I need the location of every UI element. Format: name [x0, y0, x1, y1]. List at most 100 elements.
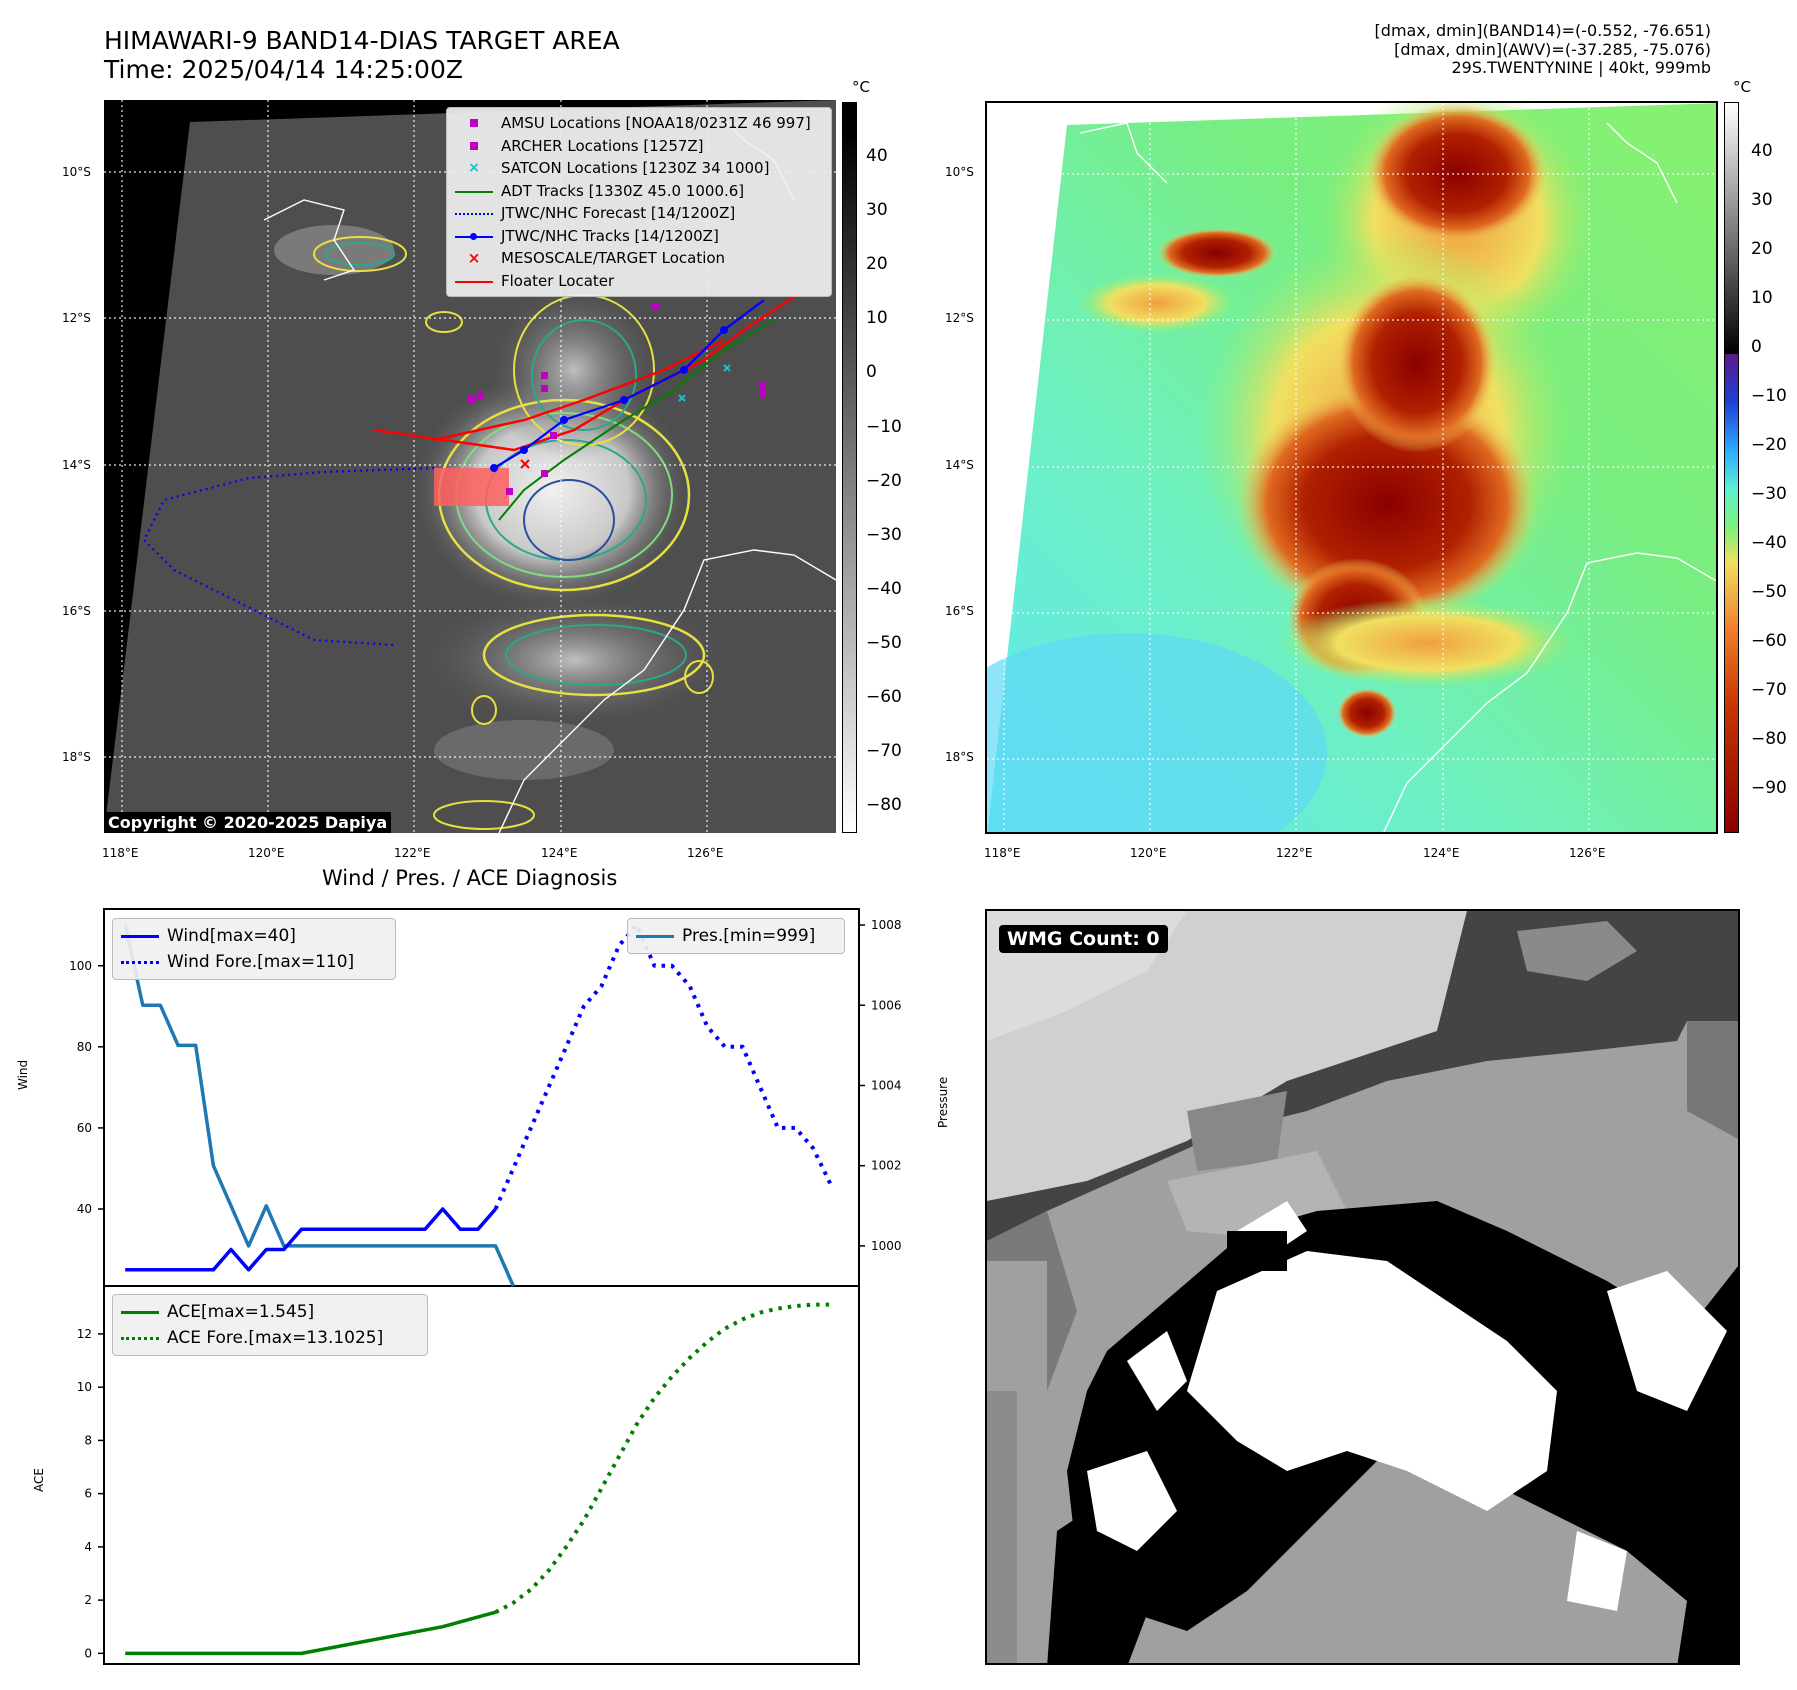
colorbar-tick-label: −20: [866, 470, 902, 491]
colorbar-tick-label: 30: [1751, 190, 1773, 210]
legend-jtwc-forecast: JTWC/NHC Forecast [14/1200Z]: [455, 202, 823, 225]
colorbar-tick-label: 10: [866, 308, 888, 329]
wind-tick-label: 60: [77, 1121, 92, 1135]
awv-map-panel: [985, 101, 1718, 834]
ace-tick-label: 8: [84, 1433, 92, 1447]
blue-dotted-line-icon: [455, 206, 493, 220]
lon-label: 118°E: [102, 846, 139, 860]
storm-info: 29S.TWENTYNINE | 40kt, 999mb: [1451, 58, 1712, 77]
lon-label: 124°E: [541, 846, 578, 860]
pressure-tick-label: 1002: [871, 1159, 902, 1173]
pressure-legend: Pres.[min=999]: [627, 918, 845, 954]
legend-ace: ACE[max=1.545]: [121, 1299, 419, 1325]
lat-label: 14°S: [945, 458, 974, 472]
ace-tick-label: 2: [84, 1593, 92, 1607]
legend-satcon: × SATCON Locations [1230Z 34 1000]: [455, 157, 823, 180]
colorbar-tick-label: 0: [1751, 337, 1762, 357]
awv-map-canvas: [987, 103, 1716, 832]
figure-title: HIMAWARI-9 BAND14-DIAS TARGET AREA Time:…: [104, 26, 620, 84]
colorbar-tick-label: 30: [866, 200, 888, 221]
colorbar-tick-label: 40: [1751, 141, 1773, 161]
legend-amsu: AMSU Locations [NOAA18/0231Z 46 997]: [455, 112, 823, 135]
colorbar-tick-label: −40: [866, 578, 902, 599]
green-dotted-line-icon: [121, 1331, 159, 1345]
ace-tick-label: 10: [77, 1380, 92, 1394]
legend-pressure: Pres.[min=999]: [636, 923, 836, 949]
lat-label: 10°S: [945, 165, 974, 179]
colorbar-tick-label: −70: [866, 741, 902, 762]
legend-wind: Wind[max=40]: [121, 923, 387, 949]
wmg-panel: WMG Count: 0: [985, 909, 1740, 1665]
colorbar-tick-label: 20: [866, 254, 888, 275]
colorbar-tick-label: 0: [866, 362, 877, 383]
colorbar-right: [1724, 102, 1739, 833]
lat-label: 14°S: [62, 458, 91, 472]
colorbar-left-unit: °C: [852, 78, 870, 96]
colorbar-tick-label: −30: [866, 524, 902, 545]
lat-label: 16°S: [62, 604, 91, 618]
colorbar-tick-label: −20: [1751, 435, 1787, 455]
lat-label: 10°S: [62, 165, 91, 179]
legend-archer: ARCHER Locations [1257Z]: [455, 135, 823, 158]
wind-forecast-line: [493, 923, 833, 1210]
wind-tick-label: 40: [77, 1202, 92, 1216]
green-line-icon: [121, 1305, 159, 1319]
ace-legend: ACE[max=1.545] ACE Fore.[max=13.1025]: [112, 1294, 428, 1356]
stats-band14: [dmax, dmin](BAND14)=(-0.552, -76.651): [1374, 21, 1711, 40]
lon-label: 118°E: [984, 846, 1021, 860]
pressure-tick-label: 1000: [871, 1239, 902, 1253]
lon-label: 126°E: [1569, 846, 1606, 860]
cyan-x-icon: ×: [468, 160, 480, 177]
lat-label: 16°S: [945, 604, 974, 618]
lon-label: 126°E: [687, 846, 724, 860]
legend-wind-fore: Wind Fore.[max=110]: [121, 949, 387, 975]
stats-awv: [dmax, dmin](AWV)=(-37.285, -75.076): [1394, 39, 1711, 59]
wind-line: [125, 1207, 497, 1272]
colorbar-tick-label: −60: [1751, 631, 1787, 651]
ace-tick-label: 12: [77, 1327, 92, 1341]
lon-label: 120°E: [1130, 846, 1167, 860]
colorbar-tick-label: −30: [1751, 484, 1787, 504]
colorbar-tick-label: −50: [1751, 582, 1787, 602]
blue-dotted-line-icon: [121, 955, 159, 969]
map-legend: AMSU Locations [NOAA18/0231Z 46 997] ARC…: [446, 107, 832, 297]
legend-ace-fore: ACE Fore.[max=13.1025]: [121, 1325, 419, 1351]
pressure-tick-label: 1004: [871, 1078, 902, 1092]
colorbar-right-unit: °C: [1733, 78, 1751, 96]
blue-line-dot-icon: [455, 229, 493, 243]
floater-box: [434, 468, 509, 506]
legend-mesoscale: × MESOSCALE/TARGET Location: [455, 247, 823, 270]
pressure-axis-label: Pressure: [936, 1076, 950, 1128]
pressure-tick-label: 1008: [871, 918, 902, 932]
colorbar-tick-label: −10: [866, 416, 902, 437]
wind-tick-label: 100: [69, 959, 92, 973]
diagnosis-title: Wind / Pres. / ACE Diagnosis: [322, 866, 618, 890]
ace-tick-label: 6: [84, 1487, 92, 1501]
lon-label: 122°E: [1276, 846, 1313, 860]
lat-label: 12°S: [62, 311, 91, 325]
red-line-icon: [455, 274, 493, 288]
adt-track: [498, 319, 775, 521]
ir-map-panel: Copyright © 2020-2025 Dapiya AMSU Locati…: [104, 100, 836, 833]
magenta-square-icon: [455, 116, 493, 130]
legend-floater: Floater Locater: [455, 270, 823, 293]
lat-label: 12°S: [945, 311, 974, 325]
wind-tick-label: 80: [77, 1040, 92, 1054]
red-x-icon: ×: [467, 249, 481, 268]
colorbar-left: [842, 102, 857, 833]
wmg-canvas: [987, 911, 1738, 1663]
title-line-1: HIMAWARI-9 BAND14-DIAS TARGET AREA: [104, 26, 620, 55]
colorbar-tick-label: 40: [866, 146, 888, 166]
lat-label: 18°S: [62, 750, 91, 764]
ace-tick-label: 0: [84, 1646, 92, 1660]
colorbar-tick-label: −60: [866, 687, 902, 707]
colorbar-tick-label: −50: [866, 632, 902, 653]
colorbar-tick-label: −70: [1751, 680, 1787, 700]
ace-forecast-line: [494, 1302, 831, 1614]
pressure-tick-label: 1006: [871, 998, 902, 1012]
colorbar-tick-label: −80: [866, 795, 902, 816]
wind-axis-label: Wind: [16, 1059, 30, 1090]
lat-label: 18°S: [945, 750, 974, 764]
legend-adt: ADT Tracks [1330Z 45.0 1000.6]: [455, 180, 823, 203]
wind-legend: Wind[max=40] Wind Fore.[max=110]: [112, 918, 396, 980]
